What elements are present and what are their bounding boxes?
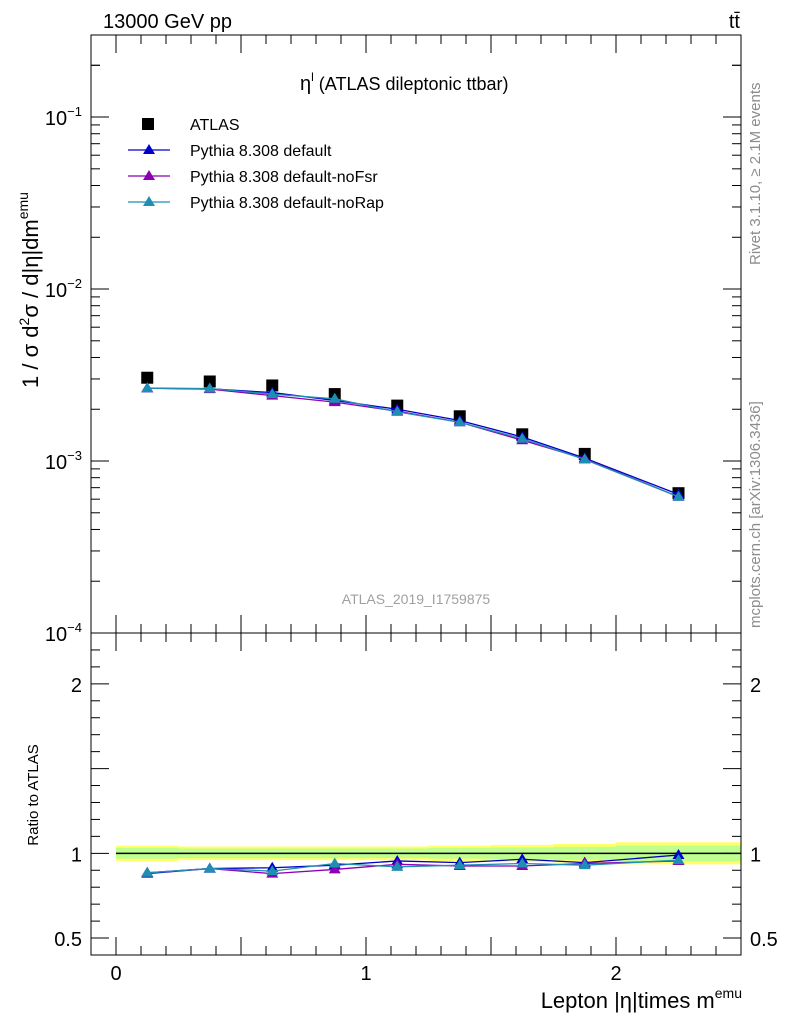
main-x-ticks xyxy=(115,35,742,633)
ylabel-part-d: emu xyxy=(15,192,31,219)
main-series-group xyxy=(141,371,685,501)
x-tick-label: 0 xyxy=(110,963,121,985)
ratio-tick-labels: 0.5 0.5 1 1 2 2 0 1 2 xyxy=(54,675,778,985)
plot-title: ηl (ATLAS dileptonic ttbar) xyxy=(300,70,509,95)
x-tick-label: 1 xyxy=(360,963,371,985)
ylabel-part-c: σ / d|η|dm xyxy=(18,219,43,317)
ratio-y-tick-label-right: 0.5 xyxy=(750,929,778,951)
mc-data-point xyxy=(516,432,529,443)
x-axis-label-sup: emu xyxy=(715,985,742,1001)
ratio-y-tick-label-right: 2 xyxy=(750,675,761,697)
plot-title-rest: (ATLAS dileptonic ttbar) xyxy=(314,74,509,94)
main-y-tick-labels: 10−110−210−310−4 xyxy=(45,104,82,646)
tick-base: 10 xyxy=(45,108,67,130)
header-energy-label: 13000 GeV pp xyxy=(103,11,232,33)
tick-base: 10 xyxy=(45,452,67,474)
main-y-ticks xyxy=(91,64,741,634)
ratio-data-point xyxy=(453,859,466,870)
mc-data-point xyxy=(266,388,279,399)
ratio-data-point xyxy=(391,860,404,871)
legend-label-default: Pythia 8.308 default xyxy=(190,143,332,160)
rivet-version-label: Rivet 3.1.10, ≥ 2.1M events xyxy=(747,83,764,266)
ratio-data-point xyxy=(578,859,591,870)
ylabel-part-b: 2 xyxy=(16,317,32,325)
ratio-data-point xyxy=(266,865,279,876)
tick-exponent: −2 xyxy=(67,276,82,291)
main-panel: 10−110−210−310−4 ηl (ATLAS dileptonic tt… xyxy=(15,34,742,646)
atlas-data-point xyxy=(203,375,216,388)
ratio-data-point xyxy=(141,866,154,877)
legend: ATLAS Pythia 8.308 default Pythia 8.308 … xyxy=(128,117,384,212)
ratio-data-point xyxy=(672,849,685,860)
ratio-y-tick-label-right: 1 xyxy=(750,844,761,866)
x-tick-label: 2 xyxy=(610,963,621,985)
x-axis-label: Lepton |η|times memu xyxy=(541,985,742,1013)
legend-marker-atlas xyxy=(142,118,154,130)
ratio-y-tick-label: 1 xyxy=(71,844,82,866)
tick-exponent: −3 xyxy=(67,448,82,463)
legend-label-atlas: ATLAS xyxy=(190,117,240,134)
legend-label-nofsr: Pythia 8.308 default-noFsr xyxy=(190,169,378,186)
mc-data-point xyxy=(391,405,404,416)
mc-data-point xyxy=(141,382,154,393)
mc-series-line xyxy=(147,387,679,498)
analysis-watermark: ATLAS_2019_I1759875 xyxy=(342,591,491,607)
main-y-axis-label: 1 / σ d2σ / d|η|dmemu xyxy=(15,192,43,388)
tick-exponent: −4 xyxy=(67,620,82,635)
ratio-panel-frame xyxy=(90,632,742,956)
mc-series-line xyxy=(147,387,679,498)
ylabel-part-a: 1 / σ d xyxy=(18,325,43,388)
ratio-series-line xyxy=(147,860,679,875)
ratio-ticks xyxy=(91,632,742,956)
plot-title-eta: η xyxy=(300,73,311,95)
main-panel-frame xyxy=(90,34,742,634)
ratio-data-point xyxy=(328,857,341,868)
main-y-tick-label: 10−3 xyxy=(45,448,82,474)
ratio-panel: 0.5 0.5 1 1 2 2 0 1 2 Ratio to ATLAS Lepton |η|t… xyxy=(25,632,778,1013)
ratio-data-point xyxy=(516,857,529,868)
ratio-data-point xyxy=(203,862,216,873)
ratio-y-axis-label: Ratio to ATLAS xyxy=(25,744,42,845)
mc-data-point xyxy=(203,382,216,393)
header-process-label: tt̄ xyxy=(729,11,741,33)
legend-marker-norap xyxy=(143,196,155,206)
ratio-uncertainty-bands xyxy=(116,842,741,865)
main-y-tick-label: 10−4 xyxy=(45,620,82,646)
legend-marker-default xyxy=(143,144,155,154)
tick-base: 10 xyxy=(45,280,67,302)
main-y-tick-label: 10−1 xyxy=(45,104,82,130)
plot-title-sup: l xyxy=(311,70,314,84)
atlas-data-point xyxy=(266,379,279,392)
tick-exponent: −1 xyxy=(67,104,82,119)
ratio-series-group xyxy=(141,849,685,878)
mcplots-label: mcplots.cern.ch [arXiv:1306.3436] xyxy=(747,401,764,628)
tick-base: 10 xyxy=(45,624,67,646)
x-axis-label-base: Lepton |η|times m xyxy=(541,988,715,1013)
ratio-data-point xyxy=(672,854,685,865)
atlas-data-point xyxy=(141,371,154,384)
ratio-y-tick-label: 0.5 xyxy=(54,929,82,951)
mc-data-point xyxy=(672,490,685,501)
mc-series-line xyxy=(147,387,679,495)
legend-marker-nofsr xyxy=(143,170,155,180)
mc-data-point xyxy=(578,453,591,464)
mc-data-point xyxy=(453,416,466,427)
ratio-y-tick-label: 2 xyxy=(71,675,82,697)
mc-data-point xyxy=(328,392,341,403)
main-y-tick-label: 10−2 xyxy=(45,276,82,302)
legend-label-norap: Pythia 8.308 default-noRap xyxy=(190,195,384,212)
ratio-data-point xyxy=(328,863,341,874)
